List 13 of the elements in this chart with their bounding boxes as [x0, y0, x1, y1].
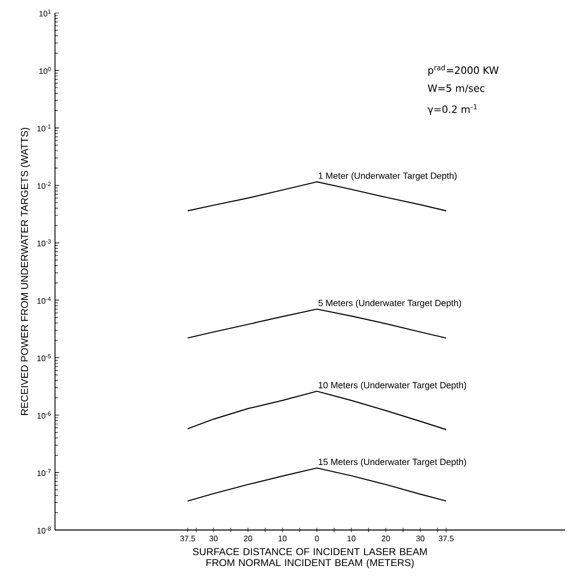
annotation: W=5 m/sec — [428, 84, 484, 93]
line-series — [187, 390, 447, 430]
annotation: p$^{rad}$=2000 KW — [428, 64, 498, 76]
series-label: 10 Meters (Underwater Target Depth) — [318, 382, 466, 390]
series-label: 1 Meter (Underwater Target Depth) — [318, 172, 457, 181]
y-axis-title: RECEIVED POWER FROM UNDERWATER TARGETS (WATTS) — [20, 128, 30, 415]
series-label: 5 Meters (Underwater Target Depth) — [318, 300, 462, 308]
line-series — [187, 308, 447, 339]
line-series — [187, 181, 447, 212]
annotation: γ=0.2 m$^{-1}$ — [428, 104, 477, 115]
x-axis-title: SURFACE DISTANCE OF INCIDENT LASER BEAM FROM NORMAL INCIDENT BEAM (METERS) — [192, 548, 427, 568]
series-label: 15 Meters (Underwater Target Depth) — [318, 458, 466, 467]
line-series — [187, 467, 447, 502]
